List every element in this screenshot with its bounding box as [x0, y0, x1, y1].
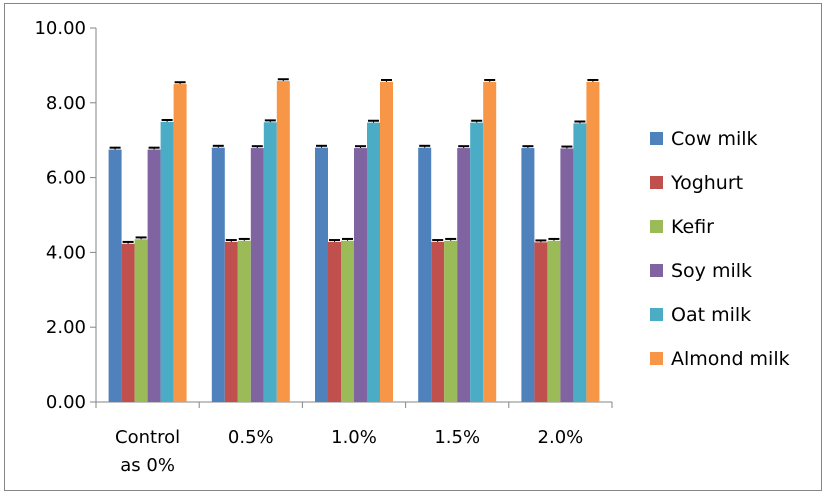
bar	[431, 241, 445, 402]
bar	[134, 239, 148, 402]
legend-swatch	[650, 352, 663, 365]
bar	[160, 121, 174, 403]
bar	[534, 242, 548, 402]
bar	[483, 81, 497, 402]
bar	[224, 241, 238, 402]
bar	[328, 241, 341, 402]
y-tick-label: 8.00	[46, 93, 86, 114]
bar	[367, 122, 380, 402]
bar	[457, 148, 471, 402]
x-tick-label: 1.5%	[434, 427, 480, 448]
legend-label: Kefir	[671, 216, 714, 238]
y-tick-label: 10.00	[34, 18, 86, 39]
bar	[418, 147, 432, 402]
bar	[108, 149, 122, 402]
legend-label: Almond milk	[671, 348, 790, 370]
y-tick-label: 6.00	[46, 168, 86, 189]
x-tick-label: as 0%	[120, 455, 175, 476]
y-tick-label: 0.00	[46, 392, 86, 413]
bar	[315, 147, 328, 402]
x-tick-label: 2.0%	[538, 427, 584, 448]
legend-swatch	[650, 264, 663, 277]
bar	[237, 240, 251, 402]
bar	[586, 81, 600, 402]
bar	[341, 240, 354, 402]
legend-label: Yoghurt	[670, 172, 743, 194]
legend-swatch	[650, 132, 663, 145]
legend-swatch	[650, 308, 663, 321]
bar	[354, 148, 367, 402]
legend-label: Soy milk	[671, 260, 752, 282]
bar	[560, 148, 574, 402]
bar	[263, 122, 277, 403]
bar	[444, 240, 458, 402]
x-tick-label: 0.5%	[228, 427, 274, 448]
legend-swatch	[650, 176, 663, 189]
bar	[470, 122, 484, 402]
y-tick-label: 2.00	[46, 317, 86, 338]
legend-label: Oat milk	[671, 304, 751, 326]
legend-label: Cow milk	[671, 128, 758, 150]
bar	[573, 123, 587, 403]
bar	[250, 148, 264, 402]
bar	[173, 84, 187, 402]
bar	[147, 149, 161, 402]
bar	[211, 147, 225, 402]
bar	[547, 240, 561, 402]
bar	[521, 148, 535, 402]
y-tick-label: 4.00	[46, 242, 86, 263]
bar	[380, 81, 393, 402]
bar	[276, 81, 290, 402]
legend-swatch	[650, 220, 663, 233]
bar	[121, 243, 135, 402]
x-tick-label: 1.0%	[331, 427, 377, 448]
x-tick-label: Control	[115, 427, 180, 448]
